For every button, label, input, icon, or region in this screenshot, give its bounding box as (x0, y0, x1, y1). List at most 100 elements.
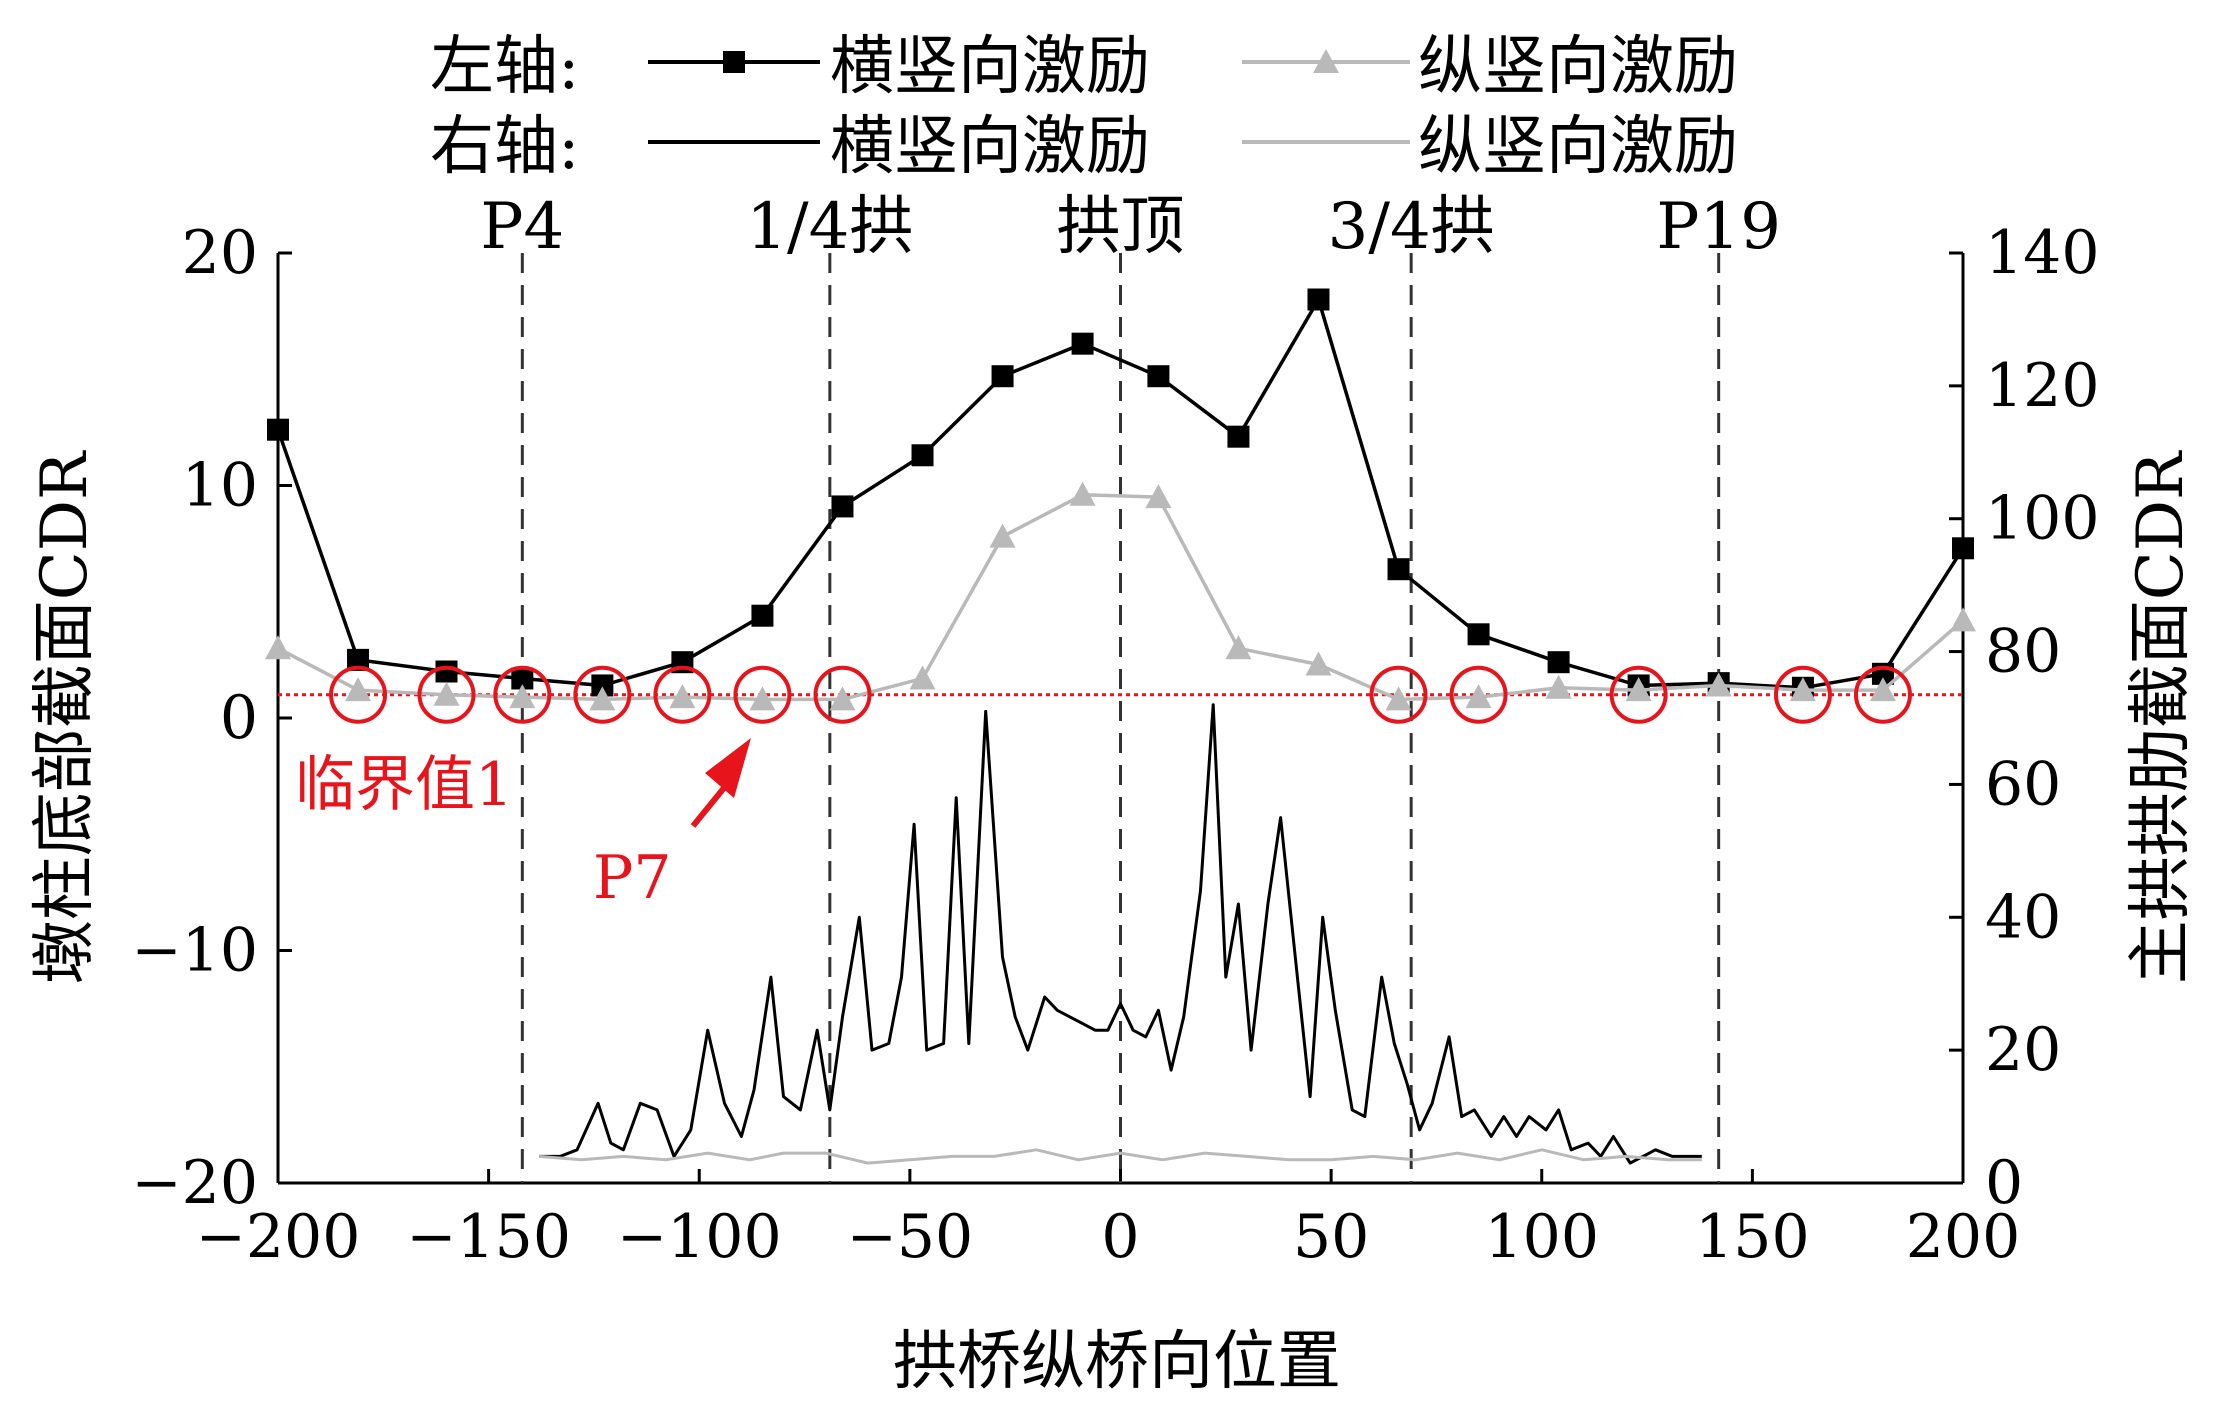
threshold-circle (573, 665, 632, 724)
data-point-triangle (1950, 607, 1976, 632)
threshold-circle (493, 665, 552, 724)
position-marker-label: P19 (1656, 190, 1781, 264)
position-markers: P4 1/4拱 拱顶 3/4拱 P19 (480, 190, 1781, 1183)
x-tick-label: 0 (1101, 1202, 1139, 1272)
series-left-longitudinal-line (277, 493, 1965, 702)
position-marker-label: 1/4拱 (746, 190, 913, 264)
threshold-circle (417, 665, 476, 724)
data-point-square (1387, 558, 1410, 581)
legend-label-right-longitudinal: 纵竖向激励 (1418, 110, 1738, 184)
x-tick-label: −150 (406, 1202, 571, 1272)
threshold-circles (329, 665, 1912, 724)
x-tick-label: −100 (617, 1202, 782, 1272)
position-marker-label: 3/4拱 (1328, 190, 1495, 264)
right-y-tick-label: 0 (1985, 1148, 2023, 1218)
x-tick-label: −200 (196, 1202, 361, 1272)
data-point-square (831, 495, 854, 518)
p7-arrow-shaft (690, 781, 731, 828)
legend-marker-triangle (1313, 49, 1339, 73)
right-y-tick-label: 100 (1985, 484, 2100, 554)
right-y-tick-label: 40 (1985, 882, 2061, 952)
data-point-square (591, 674, 614, 697)
threshold-circle (1369, 665, 1428, 724)
data-point-square (1227, 425, 1250, 448)
legend-label-left-longitudinal: 纵竖向激励 (1418, 30, 1738, 104)
data-point-triangle (1305, 651, 1332, 676)
threshold-circle (653, 665, 712, 724)
data-point-triangle (1069, 481, 1096, 506)
threshold-circle (1449, 665, 1508, 724)
series-right-transverse-line (539, 703, 1702, 1165)
series (265, 288, 1976, 1165)
series-right-longitudinal-line (539, 1148, 1702, 1165)
threshold-circle (1773, 665, 1832, 724)
data-point-square (347, 648, 370, 671)
threshold-circle (813, 665, 872, 724)
data-point-triangle (589, 686, 616, 711)
left-y-axis-label: 墩柱底部截面CDR (28, 450, 102, 984)
legend-item-right-longitudinal: 纵竖向激励 (1242, 110, 1738, 184)
legend-item-left-longitudinal: 纵竖向激励 (1242, 30, 1738, 104)
legend: 左轴: 右轴: 横竖向激励 纵竖向激励 横竖向激励 纵竖向激励 (430, 30, 1738, 184)
data-point-triangle (509, 684, 536, 709)
legend-label-right-transverse: 横竖向激励 (830, 110, 1150, 184)
legend-label-left-transverse: 横竖向激励 (830, 30, 1150, 104)
data-point-triangle (1385, 686, 1412, 711)
series-left-transverse-line (276, 297, 1965, 690)
x-tick-label: 200 (1906, 1202, 2021, 1272)
data-point-square (511, 667, 534, 690)
position-marker-label: P4 (480, 190, 564, 264)
data-point-square (1547, 651, 1570, 674)
data-point-triangle (669, 684, 696, 709)
data-point-square (991, 365, 1014, 388)
right-y-tick-label: 120 (1985, 351, 2100, 421)
left-y-tick-label: 0 (220, 683, 258, 753)
data-point-square (267, 418, 289, 441)
x-tick-label: 50 (1293, 1202, 1369, 1272)
right-y-tick-label: 140 (1985, 218, 2100, 288)
right-y-tick-label: 80 (1985, 617, 2061, 687)
right-y-tick-label: 60 (1985, 749, 2061, 819)
data-point-triangle (345, 677, 372, 702)
legend-right-axis-label: 右轴: (430, 110, 580, 184)
p7-arrow-head (705, 738, 751, 798)
data-point-triangle (829, 686, 856, 711)
left-y-tick-label: 10 (182, 451, 258, 521)
series-right-transverse (539, 703, 1702, 1165)
p7-label: P7 (593, 843, 672, 913)
data-point-triangle (1705, 672, 1732, 697)
series-left-longitudinal (265, 481, 1976, 711)
legend-item-right-transverse: 横竖向激励 (648, 110, 1150, 184)
left-y-tick-label: −20 (131, 1148, 258, 1218)
legend-left-axis-label: 左轴: (430, 30, 580, 104)
legend-marker-square (723, 51, 745, 73)
threshold-circle (1853, 665, 1912, 724)
data-point-triangle (1465, 684, 1492, 709)
x-axis-label: 拱桥纵桥向位置 (893, 1325, 1341, 1399)
data-point-square (1147, 365, 1170, 388)
right-y-axis-label: 主拱拱肋截面CDR (2124, 450, 2198, 984)
threshold-circle (733, 665, 792, 724)
data-point-square (751, 604, 774, 627)
data-point-triangle (1789, 677, 1816, 702)
data-point-triangle (1225, 635, 1252, 660)
x-tick-label: 150 (1695, 1202, 1810, 1272)
left-y-tick-label: 20 (182, 218, 258, 288)
threshold-label: 临界值1 (295, 750, 513, 820)
data-point-square (1071, 332, 1094, 355)
left-y-tick-label: −10 (131, 916, 258, 986)
position-marker-label: 拱顶 (1057, 190, 1185, 264)
data-point-triangle (909, 665, 936, 690)
p7-arrow (690, 738, 751, 828)
threshold-circle (329, 665, 388, 724)
data-point-square (911, 444, 934, 467)
threshold-circle (1609, 665, 1668, 724)
data-point-triangle (989, 523, 1016, 548)
data-point-triangle (1869, 677, 1896, 702)
data-point-triangle (265, 635, 291, 660)
data-point-square (1952, 537, 1974, 560)
data-point-triangle (433, 681, 460, 706)
data-point-triangle (749, 686, 776, 711)
data-point-square (1307, 288, 1330, 311)
